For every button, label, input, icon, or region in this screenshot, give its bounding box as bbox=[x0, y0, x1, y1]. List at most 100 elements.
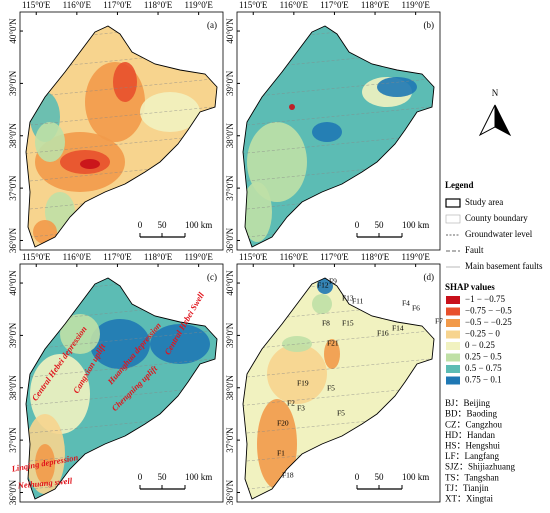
lat-label: 37°0'N bbox=[8, 427, 18, 453]
boundary-line bbox=[243, 49, 434, 71]
abbreviation: CZ：Cangzhou bbox=[445, 419, 502, 429]
fault-label: F9 bbox=[329, 277, 337, 286]
lon-label: 117°0'E bbox=[103, 0, 132, 10]
shap-label: 0.75 − 0.1 bbox=[465, 375, 502, 385]
lat-label: 38°0'N bbox=[8, 123, 18, 149]
map-panel: (c) 115°0'E 116°0'E 117°0'E 118°0'E 119°0'E 40… bbox=[8, 252, 224, 505]
lon-label: 116°0'E bbox=[63, 0, 92, 10]
fault-label: F3 bbox=[297, 404, 305, 413]
scale-label: 0 bbox=[355, 220, 360, 230]
value-patch bbox=[90, 319, 150, 369]
legend: Legend Study area County boundary Groundwat… bbox=[445, 180, 543, 503]
lon-label: 115°0'E bbox=[22, 252, 51, 262]
lon-label: 116°0'E bbox=[63, 252, 92, 262]
legend-symbol bbox=[445, 214, 461, 224]
fault-label: F7 bbox=[435, 317, 443, 326]
fault-label: F15 bbox=[342, 319, 354, 328]
abbreviation: BJ：Beijing bbox=[445, 398, 491, 408]
lon-label: 118°0'E bbox=[144, 252, 173, 262]
fault-label: F6 bbox=[412, 304, 420, 313]
panel-label: (a) bbox=[207, 20, 217, 30]
lat-label: 40°0'N bbox=[225, 18, 235, 44]
lon-label: 115°0'E bbox=[22, 0, 51, 10]
value-patch bbox=[257, 399, 297, 489]
shap-label: −0.25 − 0 bbox=[465, 329, 500, 339]
lon-label: 116°0'E bbox=[280, 0, 309, 10]
abbreviation: XT：Xingtai bbox=[445, 493, 493, 503]
scale-label: 0 bbox=[355, 472, 360, 482]
boundary-line bbox=[26, 161, 217, 183]
shap-swatch bbox=[446, 307, 460, 316]
boundary-line bbox=[26, 357, 217, 379]
panel-label: (d) bbox=[424, 272, 435, 282]
lat-label: 39°0'N bbox=[8, 322, 18, 348]
fault-label: F4 bbox=[402, 299, 410, 308]
boundary-line bbox=[243, 133, 434, 155]
value-patch bbox=[113, 62, 137, 102]
fault-label: F21 bbox=[327, 339, 339, 348]
lon-label: 115°0'E bbox=[239, 252, 268, 262]
map-panel: (b) 115°0'E 116°0'E 117°0'E 118°0'E 119°0'E 40… bbox=[225, 0, 441, 253]
shap-label: −0.75 − −0.5 bbox=[465, 306, 512, 316]
study-area bbox=[25, 277, 218, 500]
shap-swatch bbox=[446, 353, 460, 362]
lat-label: 36°0'N bbox=[8, 479, 18, 505]
abbreviation: TJ：Tianjin bbox=[445, 483, 489, 493]
north-label: N bbox=[492, 88, 499, 98]
boundary-line bbox=[26, 49, 217, 71]
boundary-line bbox=[26, 133, 217, 155]
lon-label: 116°0'E bbox=[280, 252, 309, 262]
scale-label: 100 km bbox=[402, 220, 429, 230]
value-patch bbox=[243, 182, 272, 242]
annotation: Neihuang swell bbox=[16, 476, 73, 491]
boundary-line bbox=[243, 77, 434, 99]
boundary-line bbox=[26, 105, 217, 127]
shap-swatch bbox=[446, 296, 460, 304]
fault-label: F1 bbox=[277, 449, 285, 458]
lat-label: 36°0'N bbox=[8, 227, 18, 253]
scale-label: 0 bbox=[138, 472, 143, 482]
boundary-line bbox=[243, 357, 434, 379]
boundary-line bbox=[243, 329, 434, 351]
lat-label: 40°0'N bbox=[8, 270, 18, 296]
shap-swatch bbox=[446, 365, 460, 373]
boundary-line bbox=[26, 77, 217, 99]
panel-label: (b) bbox=[424, 20, 435, 30]
shap-title: SHAP values bbox=[445, 282, 495, 292]
abbreviation: HD：Handan bbox=[445, 430, 495, 440]
value-patch bbox=[317, 278, 333, 294]
lon-label: 117°0'E bbox=[103, 252, 132, 262]
panel-label: (c) bbox=[207, 272, 217, 282]
value-patch bbox=[247, 122, 307, 202]
abbreviation: SJZ：Shijiazhuang bbox=[445, 462, 515, 472]
boundary-line bbox=[26, 385, 217, 407]
lat-label: 37°0'N bbox=[8, 175, 18, 201]
shap-label: −0.5 − −0.25 bbox=[465, 317, 512, 327]
legend-item: Study area bbox=[465, 197, 503, 207]
shap-swatch bbox=[446, 342, 460, 350]
value-patch bbox=[312, 122, 342, 142]
abbreviation: LF：Langfang bbox=[445, 451, 499, 461]
shap-label: 0.5 − 0.75 bbox=[465, 363, 502, 373]
lat-label: 39°0'N bbox=[225, 70, 235, 96]
legend-item: Fault bbox=[465, 245, 484, 255]
fault-label: F8 bbox=[322, 319, 330, 328]
scale-label: 50 bbox=[375, 220, 385, 230]
shap-swatch bbox=[446, 330, 460, 339]
lon-label: 117°0'E bbox=[320, 252, 349, 262]
shap-swatch bbox=[446, 319, 460, 327]
value-patch bbox=[80, 159, 100, 169]
lat-label: 37°0'N bbox=[225, 427, 235, 453]
fault-label: F2 bbox=[287, 399, 295, 408]
study-area bbox=[242, 277, 435, 500]
value-patch bbox=[140, 92, 200, 132]
north-arrow: N bbox=[478, 88, 512, 137]
value-patch bbox=[377, 77, 417, 97]
boundary-line bbox=[243, 385, 434, 407]
scale-label: 50 bbox=[158, 472, 168, 482]
value-patch bbox=[289, 104, 295, 110]
value-patch bbox=[60, 314, 100, 354]
legend-symbol bbox=[445, 198, 461, 208]
boundary-line bbox=[243, 105, 434, 127]
legend-title: Legend bbox=[445, 180, 474, 190]
